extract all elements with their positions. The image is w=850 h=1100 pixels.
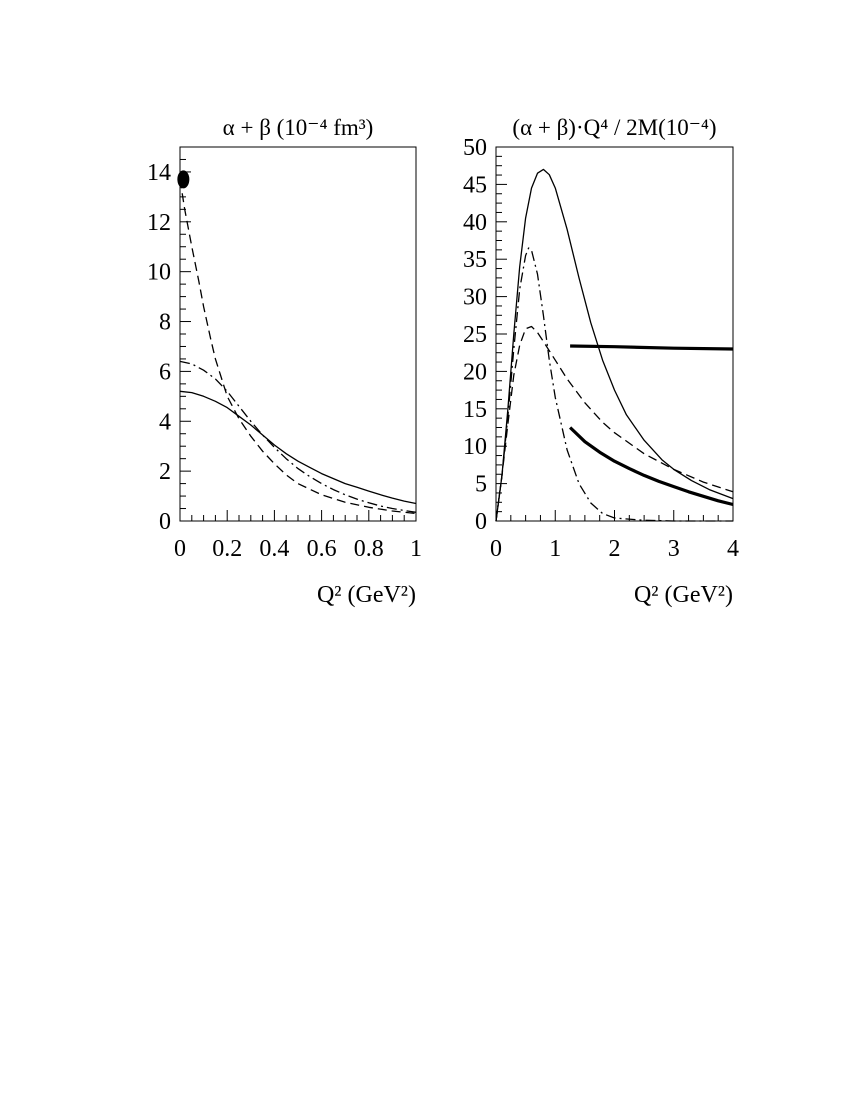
left-panel: 0 2 4 6 8 10 12 14 0 0.2 0.4 0.6 0.8 1 α + β (10⁻⁴ fm³… xyxy=(147,115,422,608)
series-line-thick-3 xyxy=(568,426,734,507)
y-tick-label: 50 xyxy=(463,135,487,161)
y-tick-label: 6 xyxy=(159,359,171,385)
x-tick-label: 0 xyxy=(490,536,502,562)
series-line-solid-0 xyxy=(179,390,417,505)
chart-title: (α + β)·Q⁴ / 2M(10⁻⁴) xyxy=(512,115,716,140)
y-tick-label: 0 xyxy=(475,509,487,535)
series-line-dashdot-2 xyxy=(179,360,417,513)
chart-title: α + β (10⁻⁴ fm³) xyxy=(223,115,374,140)
y-tick-label: 8 xyxy=(159,310,171,336)
y-tick-label: 20 xyxy=(463,359,487,385)
y-tick-label: 40 xyxy=(463,210,487,236)
x-tick-label: 3 xyxy=(668,536,680,562)
x-tick-label: 0 xyxy=(174,536,186,562)
y-tick-label: 0 xyxy=(159,509,171,535)
series-line-solid-0 xyxy=(495,168,734,522)
series-line-dash-1 xyxy=(495,325,734,522)
y-tick-label: 35 xyxy=(463,247,487,273)
y-tick-label: 10 xyxy=(147,260,171,286)
y-tick-label: 4 xyxy=(159,409,171,435)
plot-frame xyxy=(179,146,417,522)
data-point xyxy=(177,170,190,189)
y-tick-label: 14 xyxy=(147,160,171,186)
x-tick-label: 0.8 xyxy=(354,536,384,562)
right-panel: 0 5 10 15 20 25 30 35 40 45 50 0 1 2 3 4 (α + β)·Q⁴ / 2M… xyxy=(463,115,739,608)
x-tick-label: 0.2 xyxy=(212,536,242,562)
x-axis-label: Q² (GeV²) xyxy=(317,582,416,608)
x-tick-label: 2 xyxy=(609,536,621,562)
x-tick-label: 0.4 xyxy=(259,536,289,562)
x-tick-label: 0.6 xyxy=(307,536,337,562)
y-tick-label: 12 xyxy=(147,210,171,236)
series-line-thick-4 xyxy=(570,344,734,351)
series-line-dash-1 xyxy=(179,179,417,515)
y-tick-label: 5 xyxy=(475,472,487,498)
x-axis-label: Q² (GeV²) xyxy=(634,582,733,608)
series-line-dashdot-2 xyxy=(495,247,733,522)
x-tick-label: 4 xyxy=(727,536,739,562)
y-tick-label: 10 xyxy=(463,434,487,460)
y-tick-label: 45 xyxy=(463,172,487,198)
y-tick-label: 2 xyxy=(159,459,171,485)
y-tick-label: 15 xyxy=(463,397,487,423)
y-tick-label: 25 xyxy=(463,322,487,348)
y-tick-label: 30 xyxy=(463,285,487,311)
x-tick-label: 1 xyxy=(410,536,422,562)
x-tick-label: 1 xyxy=(549,536,561,562)
plot-frame xyxy=(495,146,734,522)
